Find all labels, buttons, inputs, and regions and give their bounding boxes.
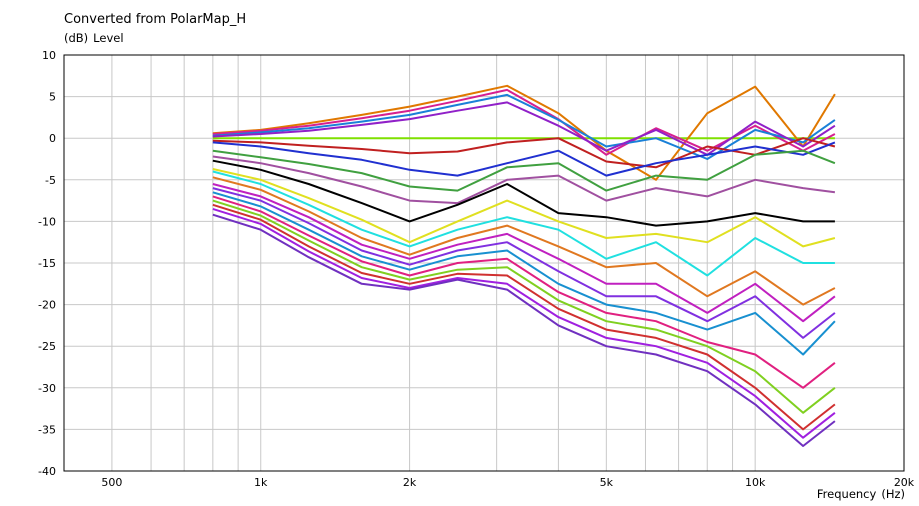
- y-axis-label: (dB) Level: [64, 31, 124, 45]
- x-tick-label: 5k: [600, 476, 614, 489]
- series-line-19: [212, 203, 836, 431]
- series-line-12: [212, 170, 835, 277]
- series-line-18: [212, 199, 836, 414]
- y-tick-label: -5: [45, 174, 56, 187]
- x-tick-label: 1k: [254, 476, 268, 489]
- series-line-13: [212, 176, 836, 306]
- plot-frame: [63, 54, 905, 472]
- y-tick-label: -30: [38, 382, 56, 395]
- y-tick-label: -15: [38, 257, 56, 270]
- series-line-6: [212, 137, 836, 169]
- x-tick-label: 500: [101, 476, 122, 489]
- x-tick-label: 20k: [894, 476, 915, 489]
- series-line-11: [212, 168, 836, 248]
- y-tick-label: -10: [38, 215, 56, 228]
- series-line-17: [212, 195, 836, 389]
- y-tick-label: -35: [38, 423, 56, 436]
- series-line-4: [212, 93, 836, 160]
- x-axis-label: Frequency (Hz): [817, 487, 905, 501]
- series-line-3: [212, 88, 836, 156]
- series-line-10: [212, 159, 835, 227]
- chart-title: Converted from PolarMap_H: [64, 12, 247, 27]
- series-line-5: [212, 101, 836, 156]
- y-tick-label: -20: [38, 299, 56, 312]
- y-tick-label: -40: [38, 465, 56, 478]
- y-axis-unit: (dB): [64, 31, 89, 45]
- y-tick-label: 5: [49, 91, 56, 104]
- series-line-7: [212, 141, 836, 177]
- y-tick-label: -25: [38, 340, 56, 353]
- x-tick-label: 10k: [745, 476, 766, 489]
- series-line-8: [212, 149, 836, 192]
- x-axis-name: Frequency: [816, 487, 877, 501]
- series-line-21: [212, 213, 836, 447]
- y-tick-label: 0: [49, 132, 56, 145]
- series-line-2: [212, 84, 836, 181]
- series-line-20: [212, 207, 836, 439]
- series-line-9: [212, 155, 836, 205]
- x-tick-label: 2k: [403, 476, 417, 489]
- y-tick-label: 10: [42, 49, 56, 62]
- x-axis-unit: (Hz): [881, 487, 905, 501]
- series-line-16: [212, 191, 836, 356]
- y-axis-name: Level: [93, 31, 124, 45]
- series-line-14: [212, 183, 836, 323]
- series-line-15: [212, 187, 836, 339]
